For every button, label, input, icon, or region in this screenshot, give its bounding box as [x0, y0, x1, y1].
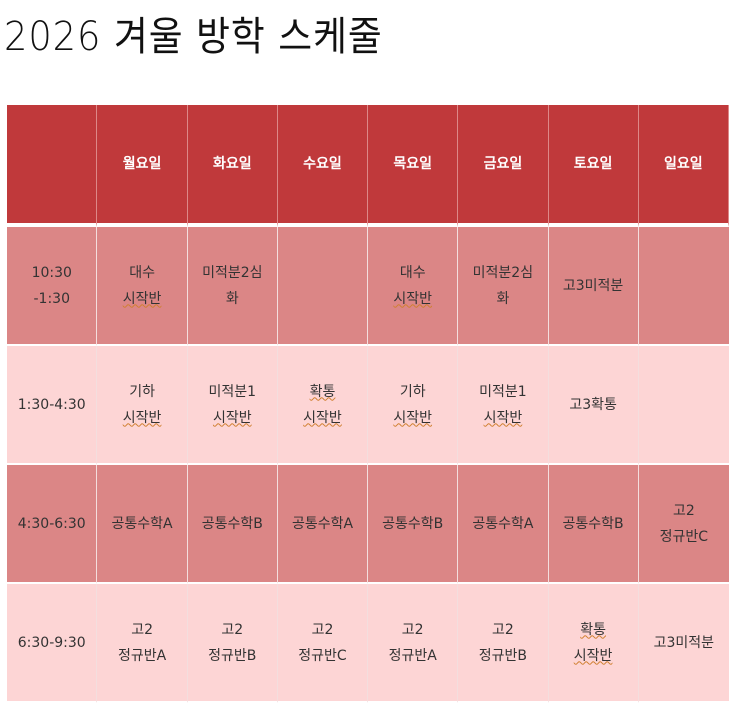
cell-line: 미적분1: [479, 383, 527, 400]
cell-line: 고3미적분: [653, 634, 715, 651]
cell-line: 고3미적분: [562, 277, 624, 294]
cell-line: 미적분2심: [202, 264, 263, 281]
class-cell[interactable]: 공통수학B: [368, 465, 459, 584]
class-cell[interactable]: 미적분1 시작반: [187, 346, 278, 465]
day-header: 화요일: [187, 105, 278, 227]
cell-line: 기하: [399, 383, 426, 400]
day-header: 금요일: [458, 105, 549, 227]
cell-line: 정규반A: [388, 647, 437, 664]
cell-line: 10:30: [31, 264, 72, 281]
cell-line: 공통수학B: [562, 515, 624, 532]
table-row: 6:30-9:30 고2 정규반A 고2 정규반B 고2 정규반C 고2 정규반A 고2 정규반B 확…: [7, 584, 729, 703]
time-cell[interactable]: 6:30-9:30: [7, 584, 98, 703]
cell-line: 고2: [221, 621, 244, 638]
cell-line: 시작반: [122, 409, 162, 426]
class-cell[interactable]: 공통수학A: [458, 465, 549, 584]
table-row: 4:30-6:30 공통수학A 공통수학B 공통수학A 공통수학B 공통수학A 공통수학B 고…: [7, 465, 729, 584]
day-header: 월요일: [97, 105, 188, 227]
cell-line: -1:30: [33, 290, 70, 307]
time-cell[interactable]: 4:30-6:30: [7, 465, 98, 584]
cell-line: 정규반C: [298, 647, 347, 664]
day-header: 목요일: [368, 105, 459, 227]
class-cell[interactable]: 미적분1 시작반: [458, 346, 549, 465]
cell-line: 기하: [129, 383, 155, 400]
cell-line: 6:30-9:30: [17, 634, 86, 651]
table-row: 1:30-4:30 기하 시작반 미적분1 시작반 확통 시작반 기하 시작반 미적분1 시작반 고3…: [7, 346, 729, 465]
cell-line: 4:30-6:30: [17, 515, 86, 532]
corner-cell: [7, 105, 98, 227]
cell-line: 시작반: [122, 290, 162, 307]
cell-line: 고2: [311, 621, 334, 638]
page-title: 2026 겨울 방학 스케줄: [4, 14, 383, 60]
cell-line: 공통수학A: [111, 515, 173, 532]
day-header: 수요일: [277, 105, 369, 227]
cell-line: 정규반C: [659, 528, 709, 545]
class-cell[interactable]: 공통수학B: [548, 465, 639, 584]
cell-line: 시작반: [573, 647, 613, 664]
cell-line: 정규반B: [478, 647, 528, 664]
cell-line: 공통수학B: [201, 515, 263, 532]
class-cell[interactable]: 고3미적분: [638, 584, 729, 703]
class-cell[interactable]: 고2 정규반B: [458, 584, 549, 703]
class-cell[interactable]: 고2 정규반C: [277, 584, 369, 703]
cell-line: 화: [496, 290, 510, 307]
class-cell[interactable]: [638, 227, 729, 346]
cell-line: 고2: [492, 621, 514, 638]
class-cell[interactable]: 고3확통: [548, 346, 639, 465]
cell-line: 1:30-4:30: [17, 396, 86, 413]
class-cell[interactable]: [638, 346, 729, 465]
cell-line: 시작반: [393, 409, 433, 426]
cell-line: 공통수학A: [291, 515, 354, 532]
cell-line: 확통: [580, 621, 606, 638]
cell-line: 미적분1: [208, 383, 257, 400]
cell-line: 시작반: [212, 409, 252, 426]
class-cell[interactable]: 공통수학A: [277, 465, 369, 584]
table-row: 10:30 -1:30 대수 시작반 미적분2심 화 대수 시작반 미적분2심 화 고3미적분: [7, 227, 729, 346]
time-cell[interactable]: 1:30-4:30: [7, 346, 98, 465]
cell-line: 화: [225, 290, 239, 307]
cell-line: 시작반: [303, 409, 342, 426]
class-cell[interactable]: 고2 정규반A: [368, 584, 459, 703]
cell-line: 고2: [672, 502, 695, 519]
time-cell[interactable]: 10:30 -1:30: [7, 227, 98, 346]
class-cell[interactable]: 공통수학B: [187, 465, 278, 584]
day-header: 토요일: [548, 105, 639, 227]
class-cell[interactable]: 공통수학A: [97, 465, 188, 584]
cell-line: 시작반: [393, 290, 433, 307]
cell-line: 확통: [309, 383, 336, 400]
cell-line: 고2: [131, 621, 153, 638]
cell-line: 공통수학A: [472, 515, 534, 532]
header-row: 월요일 화요일 수요일 목요일 금요일 토요일 일요일: [7, 105, 729, 227]
cell-line: 시작반: [483, 409, 523, 426]
class-cell[interactable]: 고2 정규반C: [638, 465, 729, 584]
cell-line: 정규반A: [117, 647, 167, 664]
class-cell[interactable]: 고3미적분: [548, 227, 639, 346]
day-header: 일요일: [638, 105, 729, 227]
cell-line: 대수: [399, 264, 426, 281]
schedule-table: 월요일 화요일 수요일 목요일 금요일 토요일 일요일 10:30 -1:30 대수 시작반 미적분2…: [7, 105, 729, 703]
cell-line: 정규반B: [208, 647, 257, 664]
class-cell[interactable]: 고2 정규반A: [97, 584, 188, 703]
cell-line: 대수: [129, 264, 155, 281]
cell-line: 미적분2심: [472, 264, 534, 281]
cell-line: 고3확통: [569, 396, 617, 413]
cell-line: 공통수학B: [382, 515, 444, 532]
class-cell[interactable]: [277, 227, 369, 346]
class-cell[interactable]: 고2 정규반B: [187, 584, 278, 703]
cell-line: 고2: [401, 621, 424, 638]
